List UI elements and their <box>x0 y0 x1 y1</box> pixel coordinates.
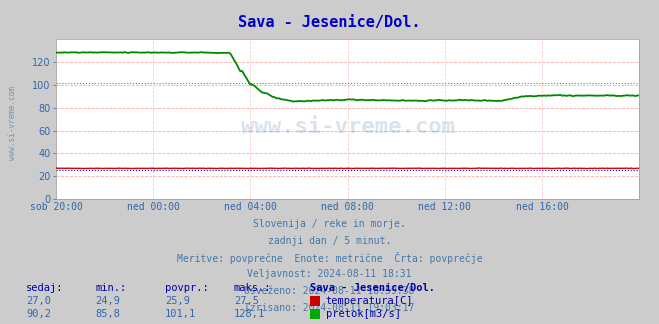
Text: Izrisano: 2024-08-11 19:03:17: Izrisano: 2024-08-11 19:03:17 <box>244 303 415 313</box>
Text: ned 04:00: ned 04:00 <box>224 202 277 213</box>
Text: Slovenija / reke in morje.: Slovenija / reke in morje. <box>253 219 406 229</box>
Text: sob 20:00: sob 20:00 <box>30 202 82 213</box>
Text: temperatura[C]: temperatura[C] <box>326 296 413 306</box>
Text: min.:: min.: <box>96 283 127 293</box>
Text: 24,9: 24,9 <box>96 296 121 306</box>
Text: Meritve: povprečne  Enote: metrične  Črta: povprečje: Meritve: povprečne Enote: metrične Črta:… <box>177 252 482 264</box>
Text: povpr.:: povpr.: <box>165 283 208 293</box>
Text: sedaj:: sedaj: <box>26 283 64 293</box>
Text: Sava - Jesenice/Dol.: Sava - Jesenice/Dol. <box>310 283 435 293</box>
Text: ned 08:00: ned 08:00 <box>321 202 374 213</box>
Text: www.si-vreme.com: www.si-vreme.com <box>8 86 17 160</box>
Text: Sava - Jesenice/Dol.: Sava - Jesenice/Dol. <box>239 15 420 29</box>
Text: pretok[m3/s]: pretok[m3/s] <box>326 309 401 319</box>
Text: 128,1: 128,1 <box>234 309 265 319</box>
Text: 101,1: 101,1 <box>165 309 196 319</box>
Text: Osveženo: 2024-08-11 18:59:38: Osveženo: 2024-08-11 18:59:38 <box>244 286 415 296</box>
Text: maks.:: maks.: <box>234 283 272 293</box>
Text: www.si-vreme.com: www.si-vreme.com <box>241 117 455 137</box>
Text: ned 00:00: ned 00:00 <box>127 202 180 213</box>
Text: ned 16:00: ned 16:00 <box>515 202 569 213</box>
Text: 90,2: 90,2 <box>26 309 51 319</box>
Text: Veljavnost: 2024-08-11 18:31: Veljavnost: 2024-08-11 18:31 <box>247 269 412 279</box>
Text: 25,9: 25,9 <box>165 296 190 306</box>
Text: 27,0: 27,0 <box>26 296 51 306</box>
Text: ned 12:00: ned 12:00 <box>418 202 471 213</box>
Text: 85,8: 85,8 <box>96 309 121 319</box>
Text: 27,5: 27,5 <box>234 296 259 306</box>
Text: zadnji dan / 5 minut.: zadnji dan / 5 minut. <box>268 236 391 246</box>
